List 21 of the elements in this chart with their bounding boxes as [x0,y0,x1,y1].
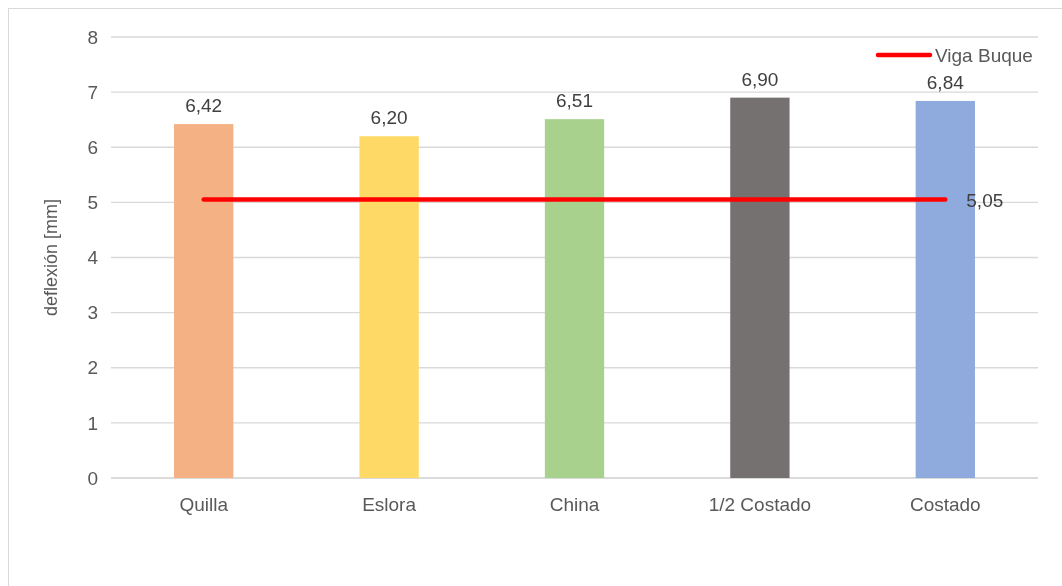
legend-label: Viga Buque [935,44,1033,66]
y-tick-label: 8 [87,26,98,48]
y-tick-label: 5 [87,192,98,214]
x-tick-label: China [549,494,600,515]
x-tick-label: Eslora [362,494,417,515]
x-tick-label: Quilla [179,494,229,515]
y-tick-label: 6 [87,136,98,158]
data-label: 6,42 [185,95,223,117]
y-tick-label: 3 [87,302,98,324]
y-axis-title: deflexión [mm] [41,198,61,317]
data-label: 6,90 [741,68,779,90]
y-tick-label: 0 [87,467,98,489]
y-tick-label: 2 [87,357,98,379]
y-tick-label: 1 [87,412,98,434]
data-label: 6,51 [556,90,593,112]
x-tick-label: Costado [909,494,981,515]
data-label: 6,84 [926,71,965,93]
data-label: 6,20 [370,107,408,129]
x-tick-label: 1/2 Costado [708,494,812,515]
y-tick-label: 4 [87,247,99,269]
y-tick-label: 7 [87,81,98,103]
